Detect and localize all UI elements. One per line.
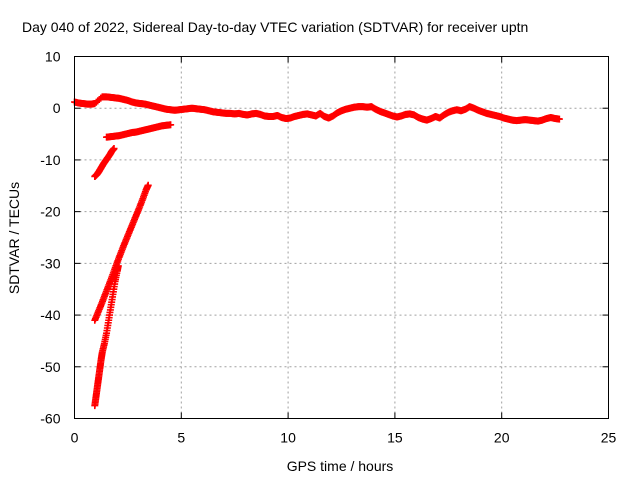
x-axis-label: GPS time / hours [287,458,394,474]
series-arc-long-rising [91,181,152,324]
axis-ticks [74,56,609,419]
y-tick-label: 10 [45,49,61,65]
series-main-track [71,93,563,125]
plot-frame [74,56,609,419]
y-axis-label: SDTVAR / TECUs [6,182,22,294]
series-arc-deepest [91,262,122,410]
y-tick-label: -20 [40,204,60,220]
series-arc-lower-left-flat [103,121,175,141]
data-point [144,181,152,189]
x-tick-label: 10 [280,430,296,446]
series-arc-short-steep [91,145,118,180]
x-tick-label: 25 [601,430,617,446]
x-tick-label: 15 [387,430,403,446]
data-points [71,93,563,410]
y-tick-label: -60 [40,411,60,427]
y-tick-label: -50 [40,359,60,375]
y-tick-label: -10 [40,152,60,168]
data-point [110,145,118,153]
y-tick-label: 0 [53,100,61,116]
x-tick-labels: 0 5 10 15 20 25 [71,430,617,446]
data-point [167,121,175,129]
y-tick-label: -40 [40,307,60,323]
data-point [114,262,122,270]
y-tick-labels: -60 -50 -40 -30 -20 -10 0 10 [40,49,60,427]
data-point [555,115,563,123]
x-tick-label: 20 [494,430,510,446]
x-tick-label: 5 [177,430,185,446]
x-tick-label: 0 [71,430,79,446]
chart-title: Day 040 of 2022, Sidereal Day-to-day VTE… [22,19,528,35]
y-tick-label: -30 [40,255,60,271]
